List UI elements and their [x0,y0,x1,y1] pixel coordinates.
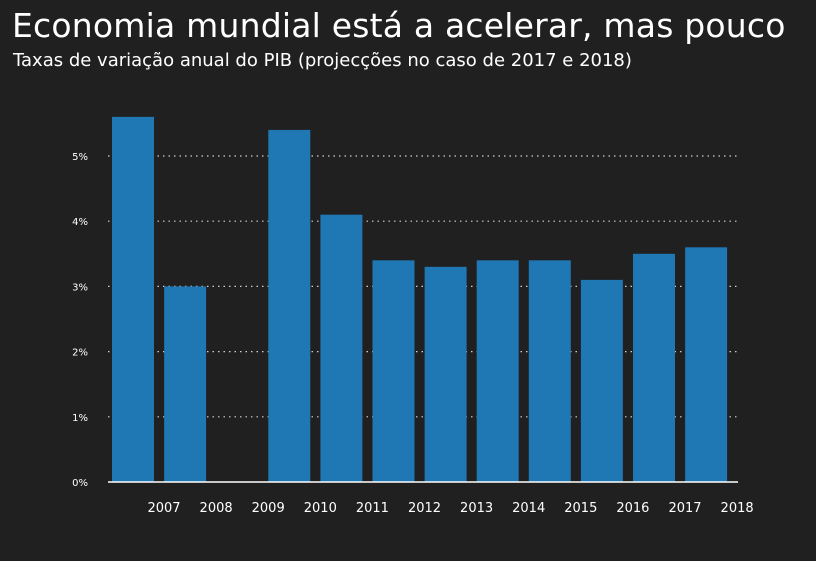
bar-2018 [685,247,728,482]
y-tick-label: 1% [72,413,88,424]
x-tick-label: 2011 [356,501,389,516]
x-tick-label: 2009 [252,501,285,516]
chart-subtitle: Taxas de variação anual do PIB (projecçõ… [13,50,632,71]
bar-2008 [164,286,207,482]
bar-2015 [528,260,571,482]
bar-2007 [112,116,154,482]
x-tick-label: 2016 [616,501,649,516]
bar-2011 [320,214,363,482]
bar-2013 [424,266,467,482]
y-tick-label: 4% [72,217,88,228]
x-tick-label: 2007 [147,501,180,516]
x-tick-label: 2010 [304,501,337,516]
chart-title: Economia mundial está a acelerar, mas po… [12,6,786,45]
bar-2012 [372,260,415,482]
x-tick-label: 2013 [460,501,493,516]
x-tick-label: 2012 [408,501,441,516]
bars [112,116,728,483]
bar-2016 [580,279,623,482]
x-tick-label: 2015 [564,501,597,516]
bar-2010 [268,129,311,483]
x-tick-label: 2017 [668,501,701,516]
y-tick-label: 5% [72,152,88,163]
y-tick-label: 2% [72,348,88,359]
y-tick-label: 0% [72,478,88,489]
x-tick-label: 2018 [721,501,754,516]
gridlines [108,155,738,418]
x-tick-label: 2008 [200,501,233,516]
bar-2014 [476,260,519,482]
bar-2017 [633,253,675,482]
labels: 0% 1% 2% 3% 4% 5% 2007 2008 2009 2010 2011 2012 2013… [72,152,754,516]
x-tick-label: 2014 [512,501,545,516]
y-tick-label: 3% [72,282,88,293]
